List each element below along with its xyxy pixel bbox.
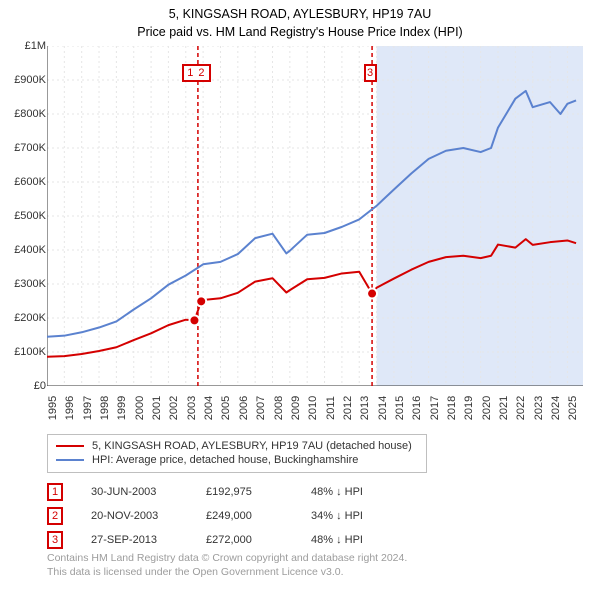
callout-date: 27-SEP-2013: [91, 534, 206, 546]
x-tick-label: 2011: [325, 396, 337, 420]
x-tick-label: 2012: [342, 396, 354, 420]
legend-swatch: [56, 459, 84, 461]
y-tick-label: £0: [6, 380, 46, 392]
x-tick-label: 1999: [116, 396, 128, 420]
x-tick-label: 2009: [290, 396, 302, 420]
callout-pct: 34% ↓ HPI: [311, 510, 431, 522]
callout-date: 20-NOV-2003: [91, 510, 206, 522]
x-tick-label: 2010: [307, 396, 319, 420]
y-tick-label: £1M: [6, 40, 46, 52]
y-tick-label: £800K: [6, 108, 46, 120]
title-line-2: Price paid vs. HM Land Registry's House …: [0, 24, 600, 42]
legend-swatch: [56, 445, 84, 447]
y-tick-label: £600K: [6, 176, 46, 188]
x-tick-label: 2023: [533, 396, 545, 420]
x-tick-label: 2024: [550, 396, 562, 420]
callout-table: 130-JUN-2003£192,97548% ↓ HPI220-NOV-200…: [47, 480, 487, 552]
callout-row: 1 30-JUN-2003£192,97548% ↓ HPI: [47, 480, 487, 504]
x-axis: 1995 1996 1997 1998 1999 2000 2001 2002 2003 2004…: [47, 386, 583, 430]
x-tick-label: 2001: [151, 396, 163, 420]
chart-marker-box: 3: [364, 64, 377, 82]
x-tick-label: 2013: [359, 396, 371, 420]
x-tick-label: 2005: [220, 396, 232, 420]
x-tick-label: 1997: [82, 396, 94, 420]
x-tick-label: 2003: [186, 396, 198, 420]
x-tick-label: 1996: [64, 396, 76, 420]
callout-price: £272,000: [206, 534, 311, 546]
x-tick-label: 2018: [446, 396, 458, 420]
callout-number-box: 1: [47, 483, 63, 501]
chart-svg: [47, 46, 583, 386]
y-tick-label: £100K: [6, 346, 46, 358]
y-tick-label: £300K: [6, 278, 46, 290]
callout-pct: 48% ↓ HPI: [311, 486, 431, 498]
credits-line-2: This data is licensed under the Open Gov…: [47, 566, 407, 580]
credits: Contains HM Land Registry data © Crown c…: [47, 552, 407, 579]
callout-pct: 48% ↓ HPI: [311, 534, 431, 546]
chart-title-block: 5, KINGSASH ROAD, AYLESBURY, HP19 7AU Pr…: [0, 0, 600, 41]
callout-price: £249,000: [206, 510, 311, 522]
x-tick-label: 2021: [498, 396, 510, 420]
title-line-1: 5, KINGSASH ROAD, AYLESBURY, HP19 7AU: [0, 6, 600, 24]
x-tick-label: 2025: [567, 396, 579, 420]
x-tick-label: 2017: [429, 396, 441, 420]
callout-date: 30-JUN-2003: [91, 486, 206, 498]
callout-number-box: 3: [47, 531, 63, 549]
x-tick-label: 2006: [238, 396, 250, 420]
legend-label: HPI: Average price, detached house, Buck…: [92, 454, 358, 466]
y-tick-label: £700K: [6, 142, 46, 154]
chart-marker-box: 1 2: [182, 64, 211, 82]
x-tick-label: 2016: [411, 396, 423, 420]
x-tick-label: 1998: [99, 396, 111, 420]
y-axis: £0£100K£200K£300K£400K£500K£600K£700K£80…: [6, 46, 46, 386]
x-tick-label: 2000: [134, 396, 146, 420]
chart-plot-area: 1 2 3: [47, 46, 583, 386]
y-tick-label: £500K: [6, 210, 46, 222]
credits-line-1: Contains HM Land Registry data © Crown c…: [47, 552, 407, 566]
x-tick-label: 1995: [47, 396, 59, 420]
callout-price: £192,975: [206, 486, 311, 498]
x-tick-label: 2019: [463, 396, 475, 420]
x-tick-label: 2004: [203, 396, 215, 420]
legend-item: HPI: Average price, detached house, Buck…: [56, 453, 418, 467]
x-tick-label: 2002: [168, 396, 180, 420]
callout-row: 2 20-NOV-2003£249,00034% ↓ HPI: [47, 504, 487, 528]
x-tick-label: 2020: [481, 396, 493, 420]
x-tick-label: 2022: [515, 396, 527, 420]
y-tick-label: £900K: [6, 74, 46, 86]
callout-row: 3 27-SEP-2013£272,00048% ↓ HPI: [47, 528, 487, 552]
y-tick-label: £200K: [6, 312, 46, 324]
x-tick-label: 2014: [377, 396, 389, 420]
callout-number-box: 2: [47, 507, 63, 525]
x-tick-label: 2008: [273, 396, 285, 420]
legend-item: 5, KINGSASH ROAD, AYLESBURY, HP19 7AU (d…: [56, 439, 418, 453]
legend-label: 5, KINGSASH ROAD, AYLESBURY, HP19 7AU (d…: [92, 440, 412, 452]
x-tick-label: 2007: [255, 396, 267, 420]
legend: 5, KINGSASH ROAD, AYLESBURY, HP19 7AU (d…: [47, 434, 427, 473]
y-tick-label: £400K: [6, 244, 46, 256]
x-tick-label: 2015: [394, 396, 406, 420]
